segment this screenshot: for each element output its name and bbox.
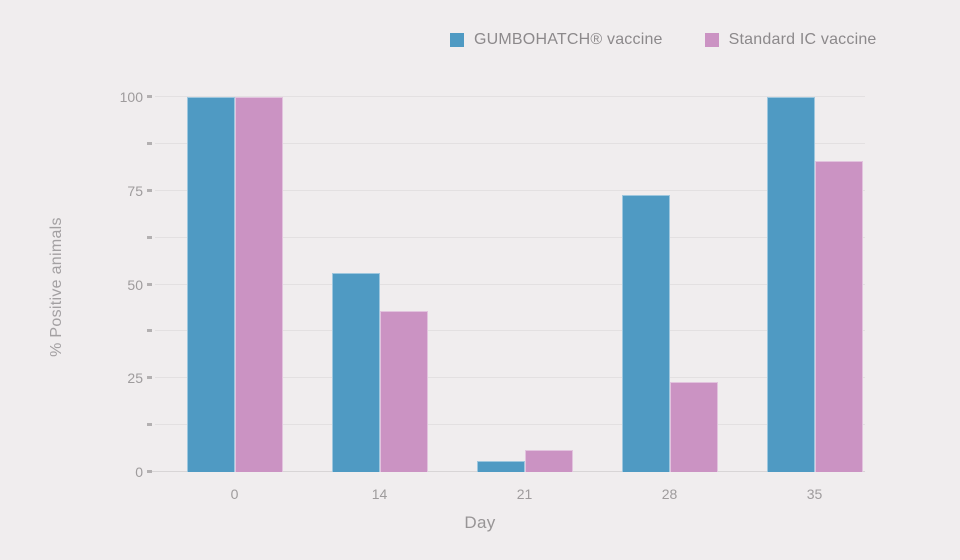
legend-item-gumbohatch[interactable]: GUMBOHATCH® vaccine [450, 31, 663, 49]
bar-gumbohatch-day-0 [186, 97, 235, 472]
gridline [155, 236, 865, 238]
y-tick-mark [147, 235, 152, 239]
x-tick-label: 14 [371, 486, 388, 502]
gridline [155, 142, 865, 144]
bar-standard-ic-day-28 [669, 382, 718, 472]
bar-standard-ic-day-14 [379, 310, 428, 472]
x-tick-label: 0 [230, 486, 239, 502]
x-tick-label: 21 [516, 486, 533, 502]
x-tick-label: 35 [806, 486, 823, 502]
y-axis-title: % Positive animals [48, 217, 65, 357]
bar-gumbohatch-day-21 [476, 460, 525, 472]
bar-gumbohatch-day-35 [766, 97, 815, 472]
gridline [155, 283, 865, 285]
y-tick-mark [147, 95, 152, 98]
x-tick-label: 28 [661, 486, 678, 502]
plot-area: 0 25 50 75 100 0 14 21 28 35 [120, 89, 865, 502]
gridline [155, 424, 865, 426]
legend-item-standard-ic[interactable]: Standard IC vaccine [704, 31, 877, 49]
gridline [155, 96, 865, 97]
gridline [155, 189, 865, 191]
y-tick-mark [147, 470, 152, 473]
legend-label: GUMBOHATCH® vaccine [474, 31, 663, 48]
y-tick-mark [147, 376, 152, 380]
y-tick-label: 25 [127, 370, 143, 387]
gridline [155, 330, 865, 332]
y-tick-mark [147, 188, 152, 192]
legend-label: Standard IC vaccine [728, 31, 877, 48]
y-tick-label: 75 [127, 182, 143, 199]
gridline [155, 377, 865, 379]
y-tick-mark [147, 282, 152, 286]
chart-legend: GUMBOHATCH® vaccine Standard IC vaccine [450, 31, 877, 49]
bar-standard-ic-day-21 [524, 449, 573, 472]
y-tick-label: 100 [119, 89, 143, 105]
bar-gumbohatch-day-14 [331, 273, 380, 472]
bar-standard-ic-day-35 [814, 160, 863, 472]
y-tick-label: 0 [135, 464, 143, 480]
legend-swatch-pink-icon [704, 33, 719, 47]
x-axis-title: Day [464, 513, 496, 532]
y-tick-mark [147, 329, 152, 333]
legend-swatch-blue-icon [450, 33, 464, 47]
bar-gumbohatch-day-28 [621, 194, 670, 472]
y-tick-label: 50 [127, 276, 143, 293]
y-tick-mark [147, 423, 152, 427]
bar-standard-ic-day-0 [234, 97, 283, 472]
y-tick-mark [147, 141, 152, 145]
